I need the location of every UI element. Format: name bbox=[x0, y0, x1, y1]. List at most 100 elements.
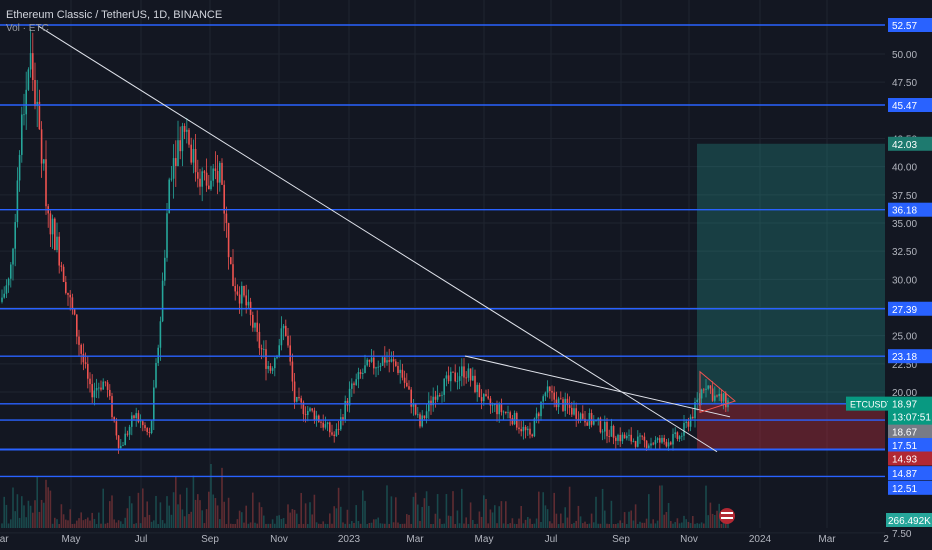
volume-bar bbox=[128, 496, 131, 528]
volume-bar bbox=[632, 520, 635, 528]
x-tick-label: Sep bbox=[201, 534, 219, 545]
candle-body bbox=[100, 387, 102, 390]
volume-bar bbox=[346, 509, 349, 528]
y-tick-label: 32.50 bbox=[892, 247, 917, 258]
volume-bar bbox=[139, 523, 142, 528]
volume-bar bbox=[401, 523, 404, 528]
candle-body bbox=[111, 396, 113, 418]
volume-bar bbox=[498, 506, 500, 528]
volume-bar bbox=[584, 521, 586, 528]
volume-bar bbox=[397, 522, 399, 528]
profit-zone bbox=[697, 143, 885, 404]
candle-body bbox=[443, 378, 445, 395]
candle-body bbox=[201, 171, 203, 187]
volume-bar bbox=[157, 523, 159, 528]
price-label-bg bbox=[888, 437, 932, 452]
candle-body bbox=[665, 441, 668, 447]
volume-bar bbox=[329, 513, 331, 528]
volume-bar bbox=[725, 523, 727, 528]
volume-bar bbox=[307, 523, 309, 528]
volume-bar bbox=[428, 505, 430, 528]
candle-body bbox=[210, 180, 212, 190]
volume-bar bbox=[696, 523, 698, 528]
candle-body bbox=[76, 314, 78, 337]
volume-bar bbox=[685, 519, 687, 528]
price-label: 42.03 bbox=[892, 140, 917, 151]
candle-body bbox=[340, 417, 342, 430]
volume-bar bbox=[150, 521, 153, 528]
volume-bar bbox=[73, 523, 76, 528]
volume-bar bbox=[175, 477, 177, 528]
x-tick-label: 2023 bbox=[338, 534, 361, 545]
volume-bar bbox=[333, 506, 335, 528]
volume-bar bbox=[555, 513, 558, 528]
volume-bar bbox=[408, 514, 410, 528]
candle-body bbox=[71, 297, 74, 310]
volume-bar bbox=[355, 505, 357, 528]
candle-body bbox=[472, 375, 474, 381]
candle-body bbox=[113, 417, 115, 422]
candle-body bbox=[304, 414, 307, 415]
candle-body bbox=[252, 314, 254, 328]
volume-bar bbox=[472, 519, 474, 528]
candle-body bbox=[593, 420, 595, 425]
volume-bar bbox=[465, 517, 467, 528]
volume-bar bbox=[573, 522, 575, 528]
candle-body bbox=[117, 435, 120, 449]
volume-bar bbox=[388, 523, 390, 528]
price-label: 12.51 bbox=[892, 484, 917, 495]
x-tick-label: Nov bbox=[270, 534, 288, 545]
candle-body bbox=[285, 325, 287, 336]
candle-body bbox=[287, 335, 289, 346]
volume-bar bbox=[190, 511, 192, 528]
x-tick-label: Jul bbox=[135, 534, 148, 545]
candle-body bbox=[320, 421, 322, 423]
candle-body bbox=[582, 413, 584, 419]
candle-body bbox=[27, 69, 30, 90]
candle-body bbox=[586, 422, 588, 426]
price-label: 23.18 bbox=[892, 352, 917, 363]
x-tick-label: Mar bbox=[818, 534, 836, 545]
volume-bar bbox=[214, 498, 217, 528]
volume-bar bbox=[166, 496, 168, 528]
volume-bar bbox=[260, 507, 263, 528]
volume-bar bbox=[560, 513, 562, 528]
volume-bar bbox=[285, 523, 287, 528]
candle-body bbox=[34, 80, 36, 107]
volume-bar bbox=[366, 523, 368, 528]
volume-bar bbox=[263, 515, 265, 528]
candle-body bbox=[172, 158, 175, 179]
candle-body bbox=[469, 368, 472, 381]
candle-countdown: 13:07:51 bbox=[892, 413, 931, 424]
candle-body bbox=[80, 344, 82, 354]
candle-body bbox=[667, 442, 670, 447]
volume-bar bbox=[159, 502, 162, 528]
volume-bar bbox=[452, 491, 454, 528]
candle-body bbox=[139, 421, 142, 423]
candle-body bbox=[16, 180, 19, 223]
candle-body bbox=[432, 396, 434, 406]
candle-body bbox=[51, 218, 54, 235]
candle-body bbox=[599, 418, 602, 433]
volume-bar bbox=[161, 520, 164, 528]
volume-bar bbox=[326, 523, 329, 528]
volume-bar bbox=[43, 502, 45, 528]
volume-bar bbox=[62, 514, 65, 528]
x-tick-label: Mar bbox=[0, 534, 9, 545]
volume-bar bbox=[25, 517, 27, 528]
candle-body bbox=[401, 369, 404, 378]
candle-body bbox=[351, 383, 353, 389]
candle-body bbox=[546, 386, 549, 393]
price-label-bg bbox=[888, 466, 932, 481]
volume-bar bbox=[527, 516, 529, 528]
candle-body bbox=[159, 321, 162, 348]
volume-bar bbox=[582, 523, 584, 528]
candle-body bbox=[403, 377, 406, 383]
volume-bar bbox=[58, 523, 60, 528]
volume-bar bbox=[377, 517, 379, 528]
candle-body bbox=[258, 331, 261, 349]
candle-body bbox=[14, 222, 16, 249]
candle-body bbox=[232, 264, 234, 287]
